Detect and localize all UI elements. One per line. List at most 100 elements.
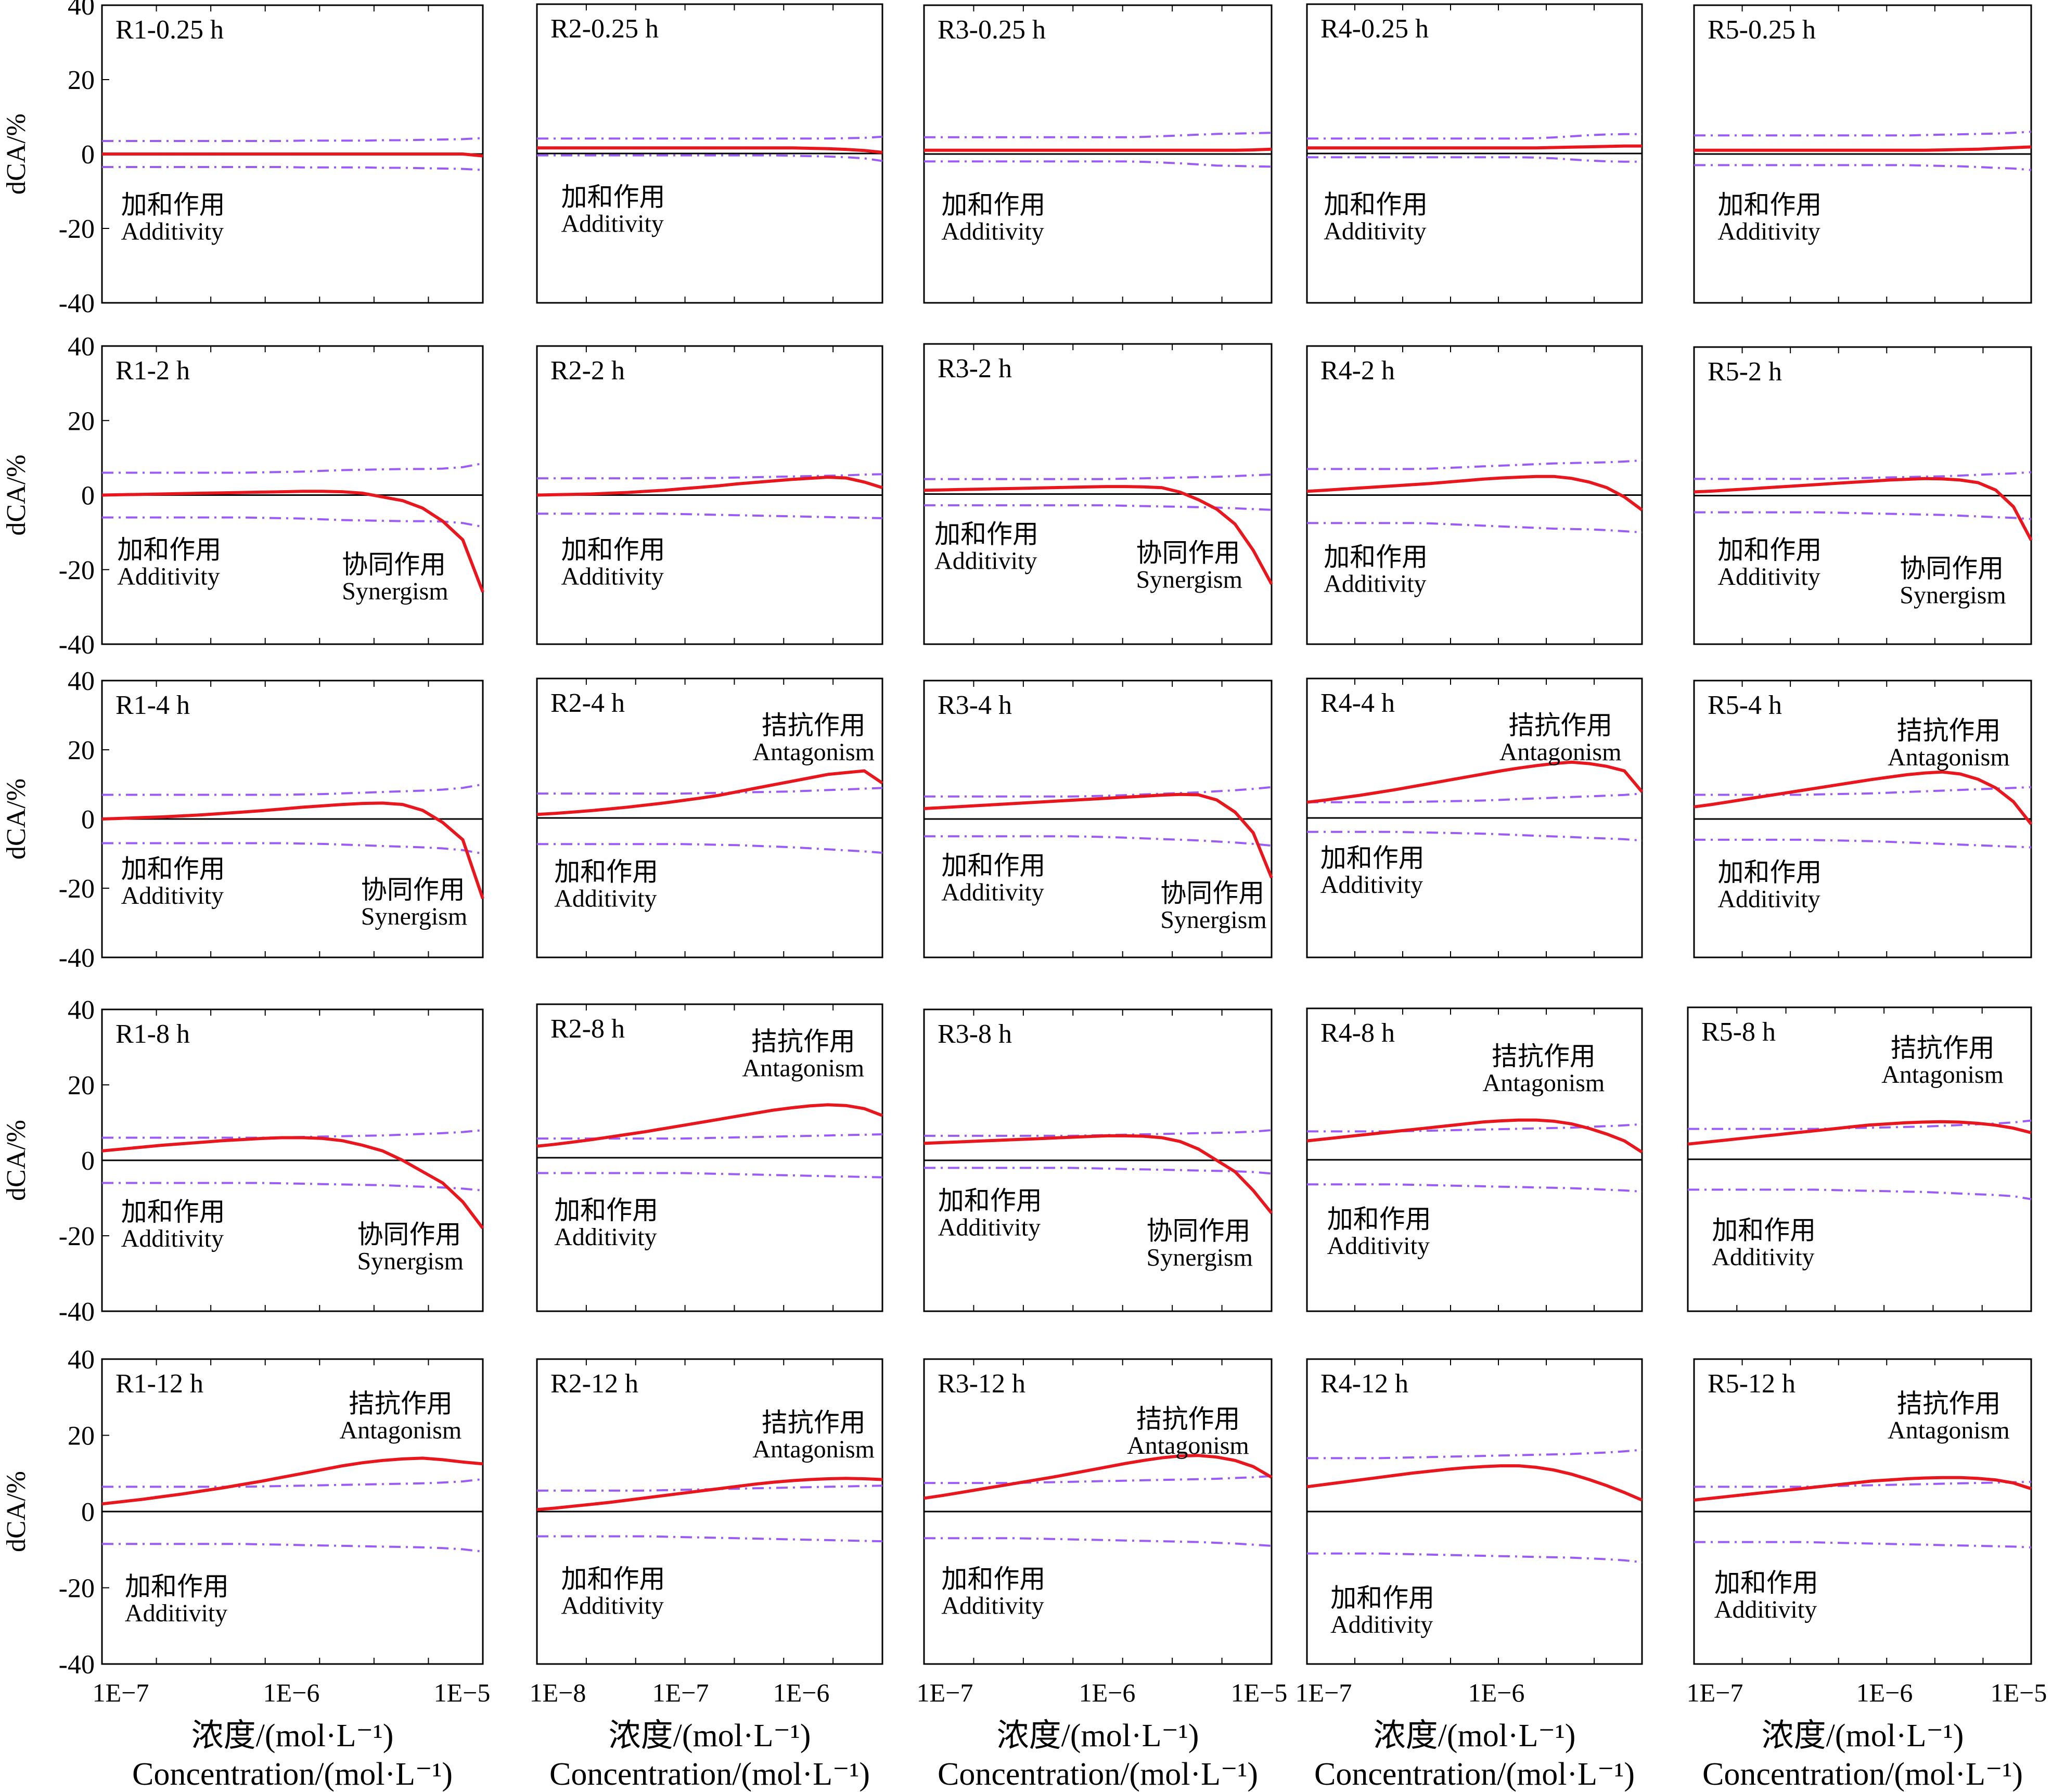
additivity-label-zh: 加和作用 xyxy=(561,535,665,564)
synergism-label-zh: 协同作用 xyxy=(357,1220,461,1249)
synergism-label-en: Synergism xyxy=(1160,906,1266,934)
synergism-label-zh: 协同作用 xyxy=(342,550,446,579)
dca-line xyxy=(1694,770,2033,825)
x-tick-label: 1E−8 xyxy=(530,1678,586,1707)
additivity-label-en: Additivity xyxy=(941,878,1044,906)
lower-confidence-line xyxy=(102,1543,483,1553)
y-tick-label: 20 xyxy=(68,1071,95,1100)
panel-title: R5-0.25 h xyxy=(1708,15,1816,45)
panel-title: R4-12 h xyxy=(1320,1369,1408,1399)
upper-confidence-line xyxy=(924,473,1272,480)
y-tick-label: 40 xyxy=(68,667,95,696)
x-axis-label-en: Concentration/(mol·L⁻¹) xyxy=(938,1757,1258,1792)
y-tick-label: 40 xyxy=(68,995,95,1025)
additivity-label-en: Additivity xyxy=(938,1213,1041,1241)
panel-title: R4-2 h xyxy=(1320,356,1395,386)
upper-confidence-line xyxy=(1307,792,1643,803)
y-tick-label: -20 xyxy=(59,214,95,244)
additivity-label-en: Additivity xyxy=(1717,217,1820,245)
y-tick-label: -40 xyxy=(59,943,95,973)
panel-title: R3-0.25 h xyxy=(938,15,1046,45)
antagonism-label-zh: 拮抗作用 xyxy=(1136,1404,1240,1433)
dca-line xyxy=(536,769,883,816)
synergism-label-zh: 协同作用 xyxy=(361,875,465,904)
x-tick-label: 1E−5 xyxy=(1991,1678,2047,1707)
y-tick-label: 0 xyxy=(81,1497,95,1527)
upper-confidence-line xyxy=(1307,1123,1643,1133)
y-axis-label: dCA/% xyxy=(2,778,31,860)
upper-confidence-line xyxy=(102,1129,483,1139)
x-axis-label-zh: 浓度/(mol·L⁻¹) xyxy=(609,1718,811,1753)
additivity-label-en: Additivity xyxy=(1324,217,1426,245)
antagonism-label-zh: 拮抗作用 xyxy=(349,1389,453,1418)
panel-title: R4-8 h xyxy=(1320,1018,1395,1048)
panel-title: R1-8 h xyxy=(116,1019,190,1049)
additivity-label-zh: 加和作用 xyxy=(125,1572,229,1601)
additivity-label-en: Additivity xyxy=(561,562,663,590)
additivity-label-zh: 加和作用 xyxy=(561,1565,665,1594)
dca-line xyxy=(1306,1464,1643,1502)
antagonism-label-en: Antagonism xyxy=(1881,1061,2004,1089)
dca-line xyxy=(101,490,484,593)
upper-confidence-line xyxy=(924,786,1272,798)
additivity-label-en: Additivity xyxy=(1324,570,1426,598)
lower-confidence-line xyxy=(537,513,883,519)
upper-confidence-line xyxy=(1694,1480,2032,1488)
y-tick-label: 20 xyxy=(68,1422,95,1451)
antagonism-label-zh: 拮抗作用 xyxy=(1492,1042,1596,1071)
dca-line xyxy=(536,1103,883,1148)
additivity-label-zh: 加和作用 xyxy=(1717,858,1822,887)
lower-confidence-line xyxy=(1694,164,2032,171)
y-tick-label: 0 xyxy=(81,481,95,511)
panel-title: R4-0.25 h xyxy=(1320,14,1429,44)
y-tick-label: 40 xyxy=(68,1345,95,1375)
y-tick-label: -40 xyxy=(59,1650,95,1680)
additivity-label-zh: 加和作用 xyxy=(941,190,1045,219)
dca-line xyxy=(924,485,1273,585)
panel-title: R2-0.25 h xyxy=(550,14,659,44)
antagonism-label-en: Antagonism xyxy=(1483,1069,1605,1097)
additivity-label-en: Additivity xyxy=(554,885,657,913)
y-tick-label: 40 xyxy=(68,332,95,362)
y-tick-label: -40 xyxy=(59,630,95,660)
additivity-label-en: Additivity xyxy=(121,1225,224,1252)
dca-line xyxy=(102,152,483,158)
lower-confidence-line xyxy=(537,1535,883,1543)
y-tick-label: 20 xyxy=(68,736,95,765)
additivity-label-en: Additivity xyxy=(1330,1611,1433,1639)
lower-confidence-line xyxy=(1694,838,2032,849)
y-tick-label: -20 xyxy=(59,874,95,904)
synergism-label-en: Synergism xyxy=(1147,1244,1253,1271)
dca-line xyxy=(101,801,484,899)
additivity-label-en: Additivity xyxy=(561,1592,663,1620)
synergism-label-en: Synergism xyxy=(1136,566,1242,593)
synergism-label-en: Synergism xyxy=(357,1248,463,1275)
additivity-label-en: Additivity xyxy=(1717,563,1820,591)
y-tick-label: 0 xyxy=(81,1146,95,1176)
antagonism-label-zh: 拮抗作用 xyxy=(1508,711,1612,740)
upper-confidence-line xyxy=(1694,131,2032,137)
additivity-label-en: Additivity xyxy=(1717,886,1820,913)
upper-confidence-line xyxy=(924,1475,1272,1484)
x-tick-label: 1E−6 xyxy=(1079,1678,1136,1707)
lower-confidence-line xyxy=(102,1182,483,1192)
synergism-label-en: Synergism xyxy=(342,578,448,605)
upper-confidence-line xyxy=(537,1133,883,1140)
upper-confidence-line xyxy=(1307,459,1643,470)
lower-confidence-line xyxy=(537,843,883,854)
panel-title: R3-8 h xyxy=(938,1019,1012,1049)
dca-line xyxy=(924,1134,1273,1214)
panel-title: R1-12 h xyxy=(116,1369,203,1399)
panel-title: R3-12 h xyxy=(938,1369,1025,1399)
upper-confidence-line xyxy=(1694,786,2032,796)
upper-confidence-line xyxy=(924,132,1272,138)
